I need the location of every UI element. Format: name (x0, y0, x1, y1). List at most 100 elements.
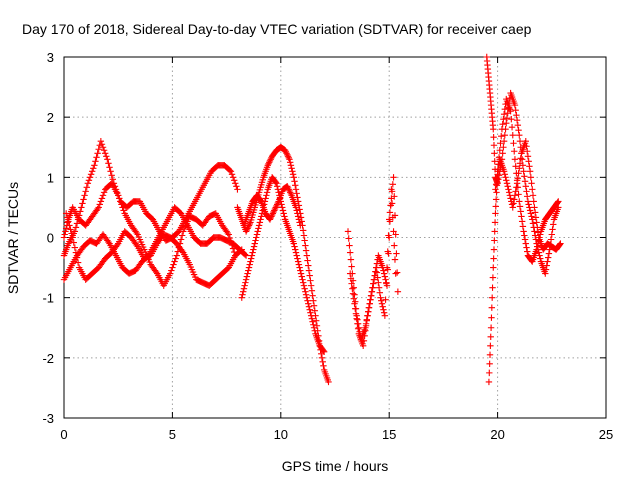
data-point-marker (487, 324, 495, 331)
data-point-marker (370, 276, 378, 283)
data-point-marker (380, 267, 387, 274)
data-point-marker (292, 246, 299, 253)
data-point-marker (493, 182, 501, 189)
data-point-marker (499, 120, 506, 128)
data-point-marker (297, 267, 304, 274)
data-point-marker (290, 174, 298, 181)
y-axis-title: SDTVAR / TECUs (5, 182, 21, 294)
data-point-marker (258, 213, 265, 220)
data-point-marker (353, 315, 360, 322)
data-point-marker (524, 148, 531, 155)
data-point-marker (494, 171, 501, 178)
data-point-marker (350, 295, 357, 302)
data-point-marker (60, 234, 68, 241)
data-point-marker (490, 264, 497, 271)
data-point-marker (64, 219, 71, 226)
data-point-marker (378, 300, 386, 307)
data-point-marker (248, 252, 256, 259)
data-point-marker (78, 204, 85, 211)
data-point-marker (516, 203, 524, 210)
data-point-marker (228, 241, 236, 249)
data-point-marker (488, 304, 496, 311)
data-point-marker (266, 216, 274, 223)
data-point-marker (505, 189, 513, 196)
data-point-marker (513, 116, 521, 124)
data-point-marker (526, 207, 534, 214)
data-point-marker (526, 163, 533, 170)
data-point-marker (289, 168, 296, 175)
data-point-marker (285, 154, 292, 161)
data-point-marker (293, 207, 300, 214)
data-point-marker (361, 332, 368, 339)
data-point-marker (105, 238, 112, 246)
data-point-marker (68, 230, 75, 237)
data-point-marker (88, 168, 96, 175)
data-point-marker (354, 325, 362, 332)
data-point-marker (244, 225, 251, 232)
data-point-marker (490, 142, 498, 149)
data-point-marker (241, 251, 249, 258)
data-point-marker (368, 288, 376, 295)
data-point-marker (533, 219, 540, 226)
data-point-marker (305, 262, 312, 269)
data-point-marker (517, 208, 524, 215)
data-point-marker (279, 204, 286, 211)
data-point-marker (69, 234, 76, 241)
data-point-marker (391, 242, 398, 249)
data-point-marker (347, 256, 355, 263)
data-point-marker (93, 154, 100, 161)
data-point-marker (91, 162, 98, 169)
data-point-marker (87, 171, 95, 178)
data-point-marker (71, 228, 79, 235)
data-point-marker (504, 183, 511, 190)
data-point-marker (344, 228, 352, 235)
data-point-marker (168, 267, 175, 274)
data-point-marker (375, 284, 383, 291)
y-tick-label: -2 (42, 351, 54, 366)
data-point-marker (226, 234, 234, 242)
data-point-marker (287, 190, 295, 198)
data-point-marker (307, 277, 314, 284)
data-point-marker (62, 225, 70, 232)
data-point-marker (513, 111, 520, 119)
data-point-marker (509, 132, 516, 139)
y-tick-label: -1 (42, 291, 54, 306)
data-point-marker (243, 273, 251, 280)
data-point-marker (498, 133, 505, 140)
data-point-marker (345, 235, 352, 242)
data-point-marker (300, 279, 307, 286)
data-point-marker (498, 126, 506, 133)
data-point-marker (519, 223, 527, 230)
data-point-marker (389, 181, 397, 188)
data-point-marker (252, 237, 259, 244)
data-point-marker (302, 288, 309, 295)
y-tick-label: -3 (42, 411, 54, 426)
data-point-marker (286, 187, 293, 195)
data-point-marker (274, 199, 282, 207)
data-point-marker (293, 252, 300, 259)
data-point-marker (520, 168, 527, 175)
data-point-marker (253, 231, 261, 238)
data-point-marker (265, 160, 272, 167)
data-point-marker (501, 132, 509, 139)
data-point-marker (509, 204, 516, 211)
data-point-marker (295, 261, 303, 268)
data-point-marker (73, 254, 81, 261)
x-tick-label: 15 (382, 427, 396, 442)
data-point-marker (493, 176, 501, 183)
data-point-marker (291, 178, 298, 185)
data-point-marker (120, 207, 127, 214)
data-point-marker (500, 144, 507, 151)
data-point-marker (518, 213, 525, 220)
data-point-marker (279, 207, 287, 214)
data-point-marker (306, 272, 313, 279)
data-point-marker (488, 294, 496, 301)
data-point-marker (521, 236, 529, 243)
data-point-marker (286, 189, 294, 196)
data-point-marker (291, 243, 298, 250)
data-point-marker (293, 190, 300, 197)
data-point-marker (74, 259, 82, 266)
data-point-marker (116, 195, 123, 202)
data-point-marker (286, 159, 294, 166)
